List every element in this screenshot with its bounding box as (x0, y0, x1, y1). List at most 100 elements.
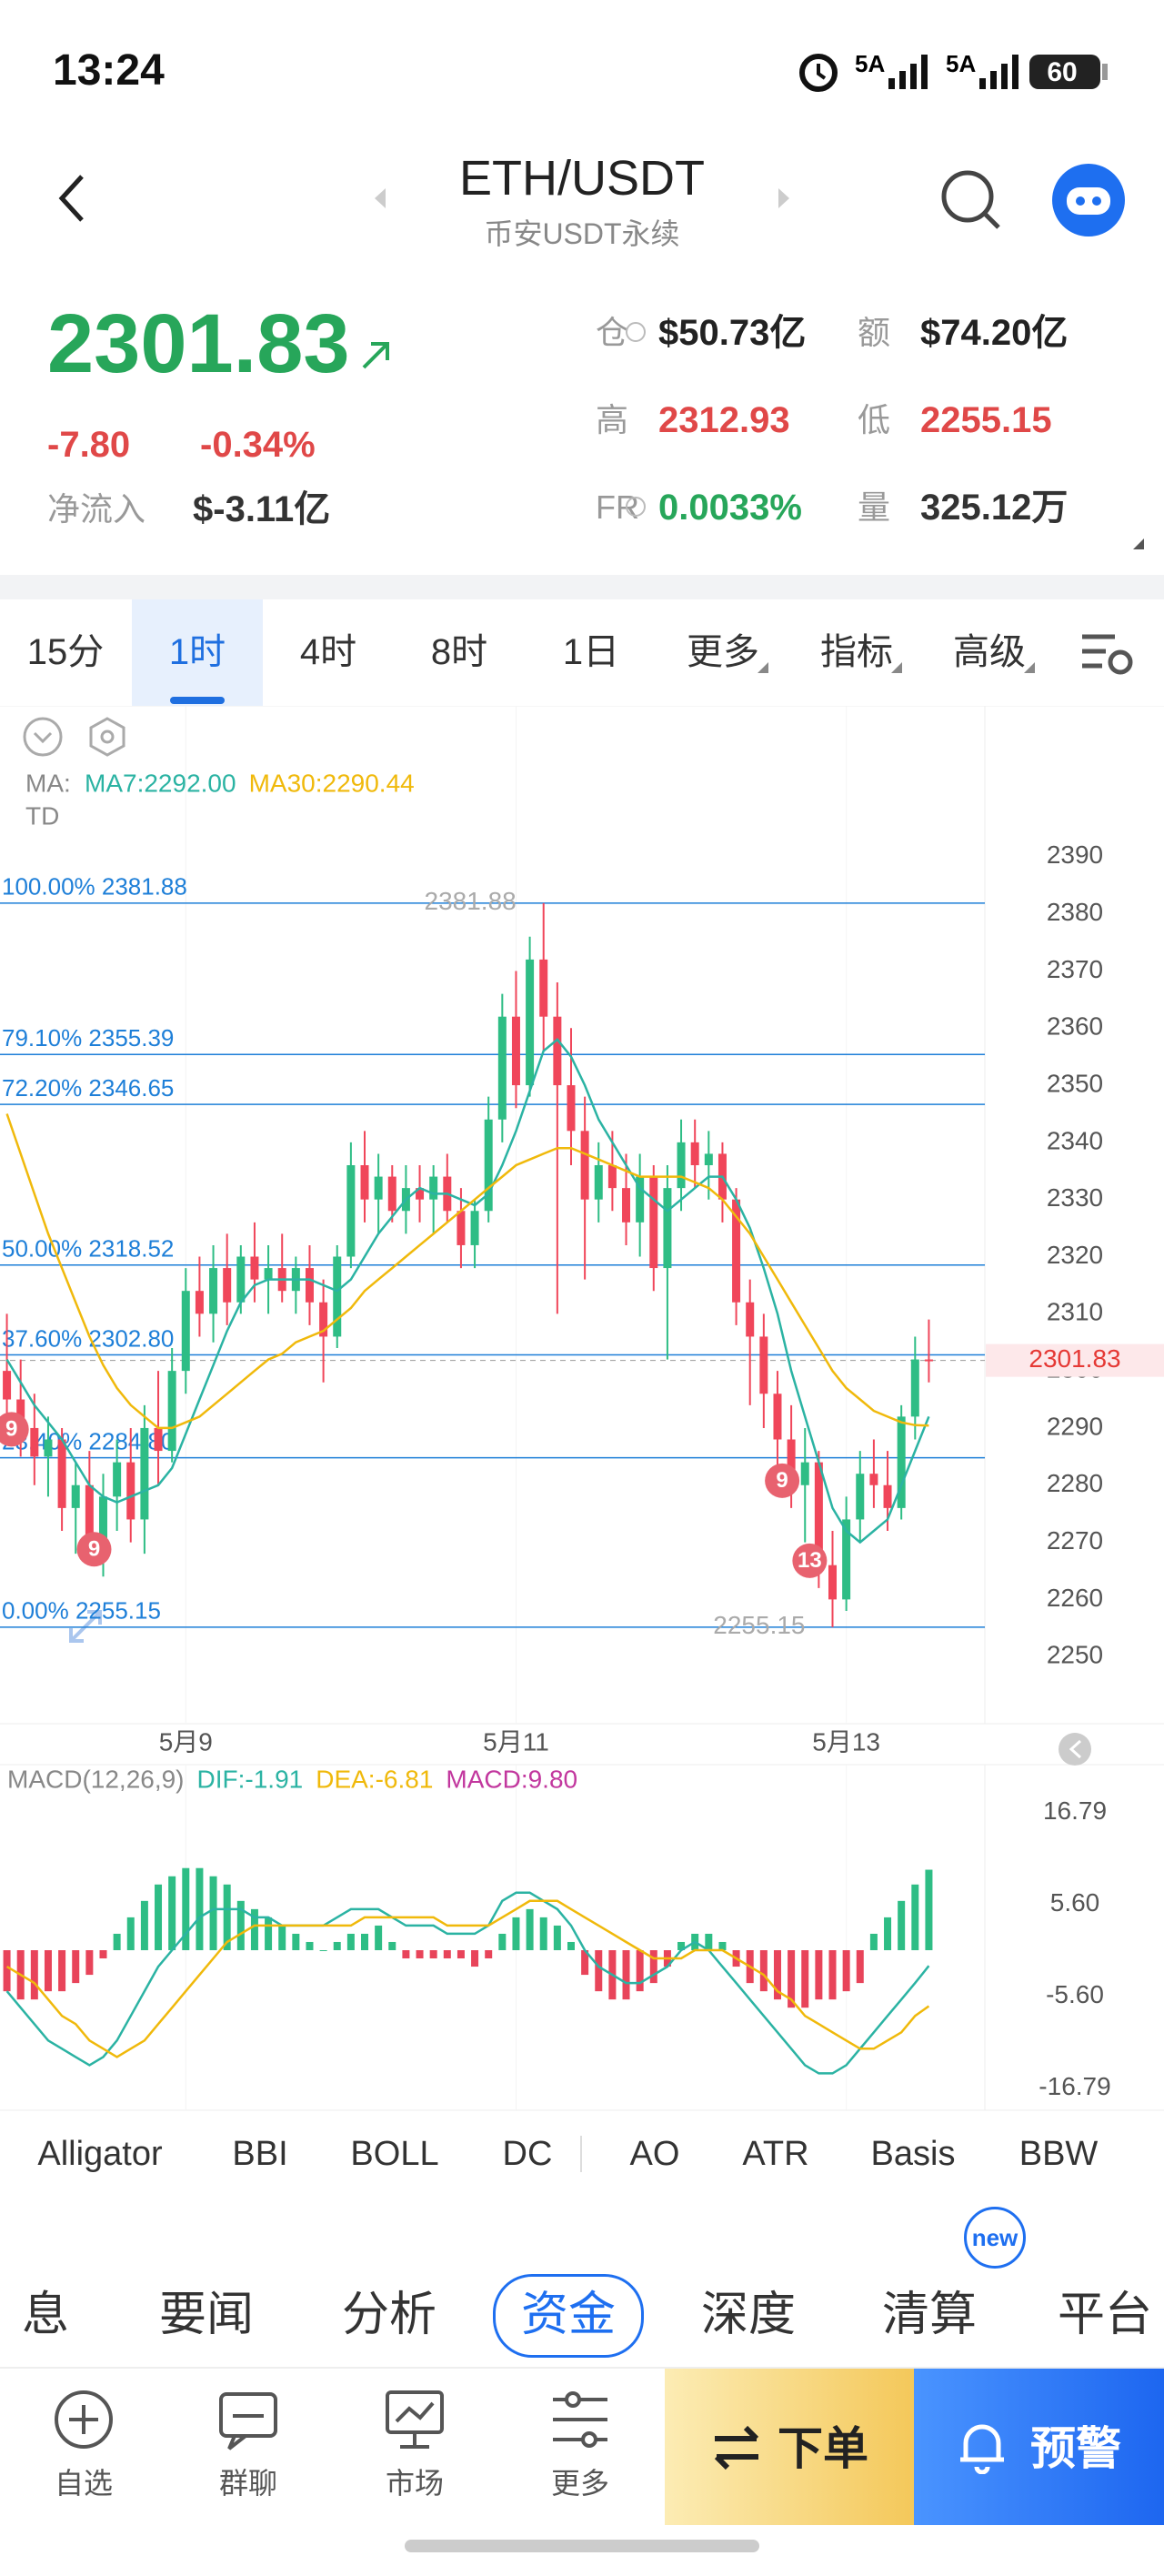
section-tab[interactable]: 息 (21, 2289, 70, 2341)
stat-label: 低 (858, 401, 891, 438)
indicator-title: MACD(12,26,9) (7, 1765, 185, 1793)
timeframe-tab[interactable]: 15分 (26, 632, 105, 672)
macd-bar (828, 1950, 837, 2000)
kline-button[interactable] (1059, 1733, 1091, 1766)
tab-underline (170, 697, 225, 704)
candle-body (333, 1256, 342, 1337)
section-tab[interactable]: 平台 (1057, 2289, 1153, 2341)
divider (0, 575, 1164, 599)
macd-bar (30, 1950, 38, 2000)
indicator-tab[interactable]: BBI (232, 2135, 288, 2173)
last-price-tag (986, 1343, 1164, 1377)
candle-body (126, 1462, 135, 1520)
stat-value: 0.0033% (658, 488, 802, 528)
section-tab[interactable]: 清算 (881, 2289, 978, 2341)
candle-body (759, 1336, 768, 1394)
section-tab[interactable]: 深度 (700, 2289, 797, 2341)
candle-body (897, 1416, 906, 1508)
td-badge (0, 1412, 29, 1447)
candle-body (223, 1268, 232, 1303)
macd-bar (361, 1933, 369, 1950)
y-tick-label: 2290 (1047, 1412, 1103, 1440)
fullscreen-button[interactable] (69, 1610, 102, 1643)
candle-body (360, 1165, 369, 1200)
macd-bar (182, 1867, 190, 1950)
macd-bar (319, 1950, 327, 1951)
candle-body (16, 1399, 25, 1428)
macd-bar (44, 1950, 52, 1992)
candle-body (71, 1484, 80, 1508)
candle-body (636, 1176, 645, 1223)
macd-bar (443, 1950, 451, 1959)
stat-label: 量 (858, 488, 891, 526)
timeframe-tab[interactable]: 4时 (299, 632, 357, 672)
section-tab[interactable]: 分析 (341, 2289, 437, 2341)
indicator-divider (580, 2136, 582, 2172)
candle-body (374, 1176, 383, 1200)
collapse-button[interactable] (23, 717, 63, 757)
macd-bar (58, 1950, 66, 1992)
candle-body (209, 1268, 218, 1314)
macd-bar (250, 1908, 258, 1950)
y-tick-label: 2350 (1047, 1069, 1103, 1097)
chart: MA: MA7:2292.00 MA30:2290.44 TD 2250 2260 2270… (0, 706, 1164, 2111)
macd-bar (113, 1933, 121, 1950)
legend-entry: MACD:9.80 (446, 1765, 577, 1793)
last-price: 2301.83 (47, 297, 350, 390)
settings-button[interactable] (89, 717, 125, 757)
timeframe-tab[interactable]: 1日 (562, 632, 620, 672)
indicator-tab[interactable]: AO (629, 2135, 680, 2173)
assistant-avatar[interactable] (1050, 162, 1127, 238)
extreme-label: 2381.88 (425, 887, 517, 915)
macd-bar (498, 1933, 507, 1950)
order-button[interactable] (665, 2369, 914, 2525)
collapse-icon (33, 731, 53, 744)
prev-symbol[interactable] (371, 186, 389, 210)
macd-bar (99, 1950, 107, 1959)
candle-body (704, 1153, 713, 1165)
timeframe-tab[interactable]: 8时 (430, 632, 488, 672)
nav-item[interactable]: 自选 (54, 2467, 114, 2500)
td-label: 13 (798, 1548, 822, 1573)
new-badge (964, 2207, 1026, 2269)
search-button[interactable] (937, 166, 1006, 235)
nav-item[interactable]: 市场 (385, 2467, 445, 2500)
indicator-tab[interactable]: BOLL (350, 2135, 439, 2173)
timeframe-tab[interactable]: 高级 (953, 632, 1026, 672)
symbol-title[interactable]: ETH/USDT (459, 151, 705, 206)
indicator-tab[interactable]: ATR (742, 2135, 809, 2173)
indicator-tab[interactable]: Alligator (37, 2135, 163, 2173)
macd-bar (388, 1941, 396, 1950)
fib-label: 50.00% 2318.52 (2, 1235, 174, 1263)
section-tab[interactable]: 要闻 (158, 2289, 255, 2341)
macd-line (5, 1899, 930, 2058)
candle-body (305, 1268, 314, 1303)
candle-body (814, 1462, 823, 1565)
indicator-tab[interactable]: Basis (870, 2135, 956, 2173)
expand-corner[interactable] (1131, 537, 1146, 551)
y-tick-label: 2360 (1047, 1012, 1103, 1041)
candle-body (195, 1291, 204, 1314)
extreme-label: 2255.15 (713, 1611, 805, 1639)
legend-entry: MA30:2290.44 (249, 769, 415, 797)
nav-item[interactable]: 更多 (550, 2467, 610, 2500)
back-button[interactable] (55, 173, 91, 224)
macd-bar (168, 1876, 176, 1950)
timeframe-tab[interactable]: 1时 (168, 632, 226, 672)
next-symbol[interactable] (775, 186, 793, 210)
section-tab[interactable]: 资金 (520, 2289, 617, 2341)
macd-bar (485, 1950, 493, 1959)
stat-label: 高 (596, 401, 629, 438)
timeframe-tab[interactable]: 更多 (687, 632, 759, 672)
macd-bar (292, 1933, 300, 1950)
candle-body (773, 1394, 782, 1440)
macd-bar (526, 1908, 534, 1950)
chart-settings[interactable] (1079, 629, 1137, 677)
nav-item[interactable]: 群聊 (218, 2467, 278, 2500)
macd-bar (278, 1925, 286, 1950)
indicator-tab[interactable]: BBW (1018, 2135, 1099, 2173)
alert-button[interactable] (914, 2369, 1164, 2525)
indicator-tab[interactable]: DC (502, 2135, 553, 2173)
timeframe-tab[interactable]: 指标 (820, 632, 893, 672)
x-tick-label: 5月9 (159, 1727, 213, 1756)
